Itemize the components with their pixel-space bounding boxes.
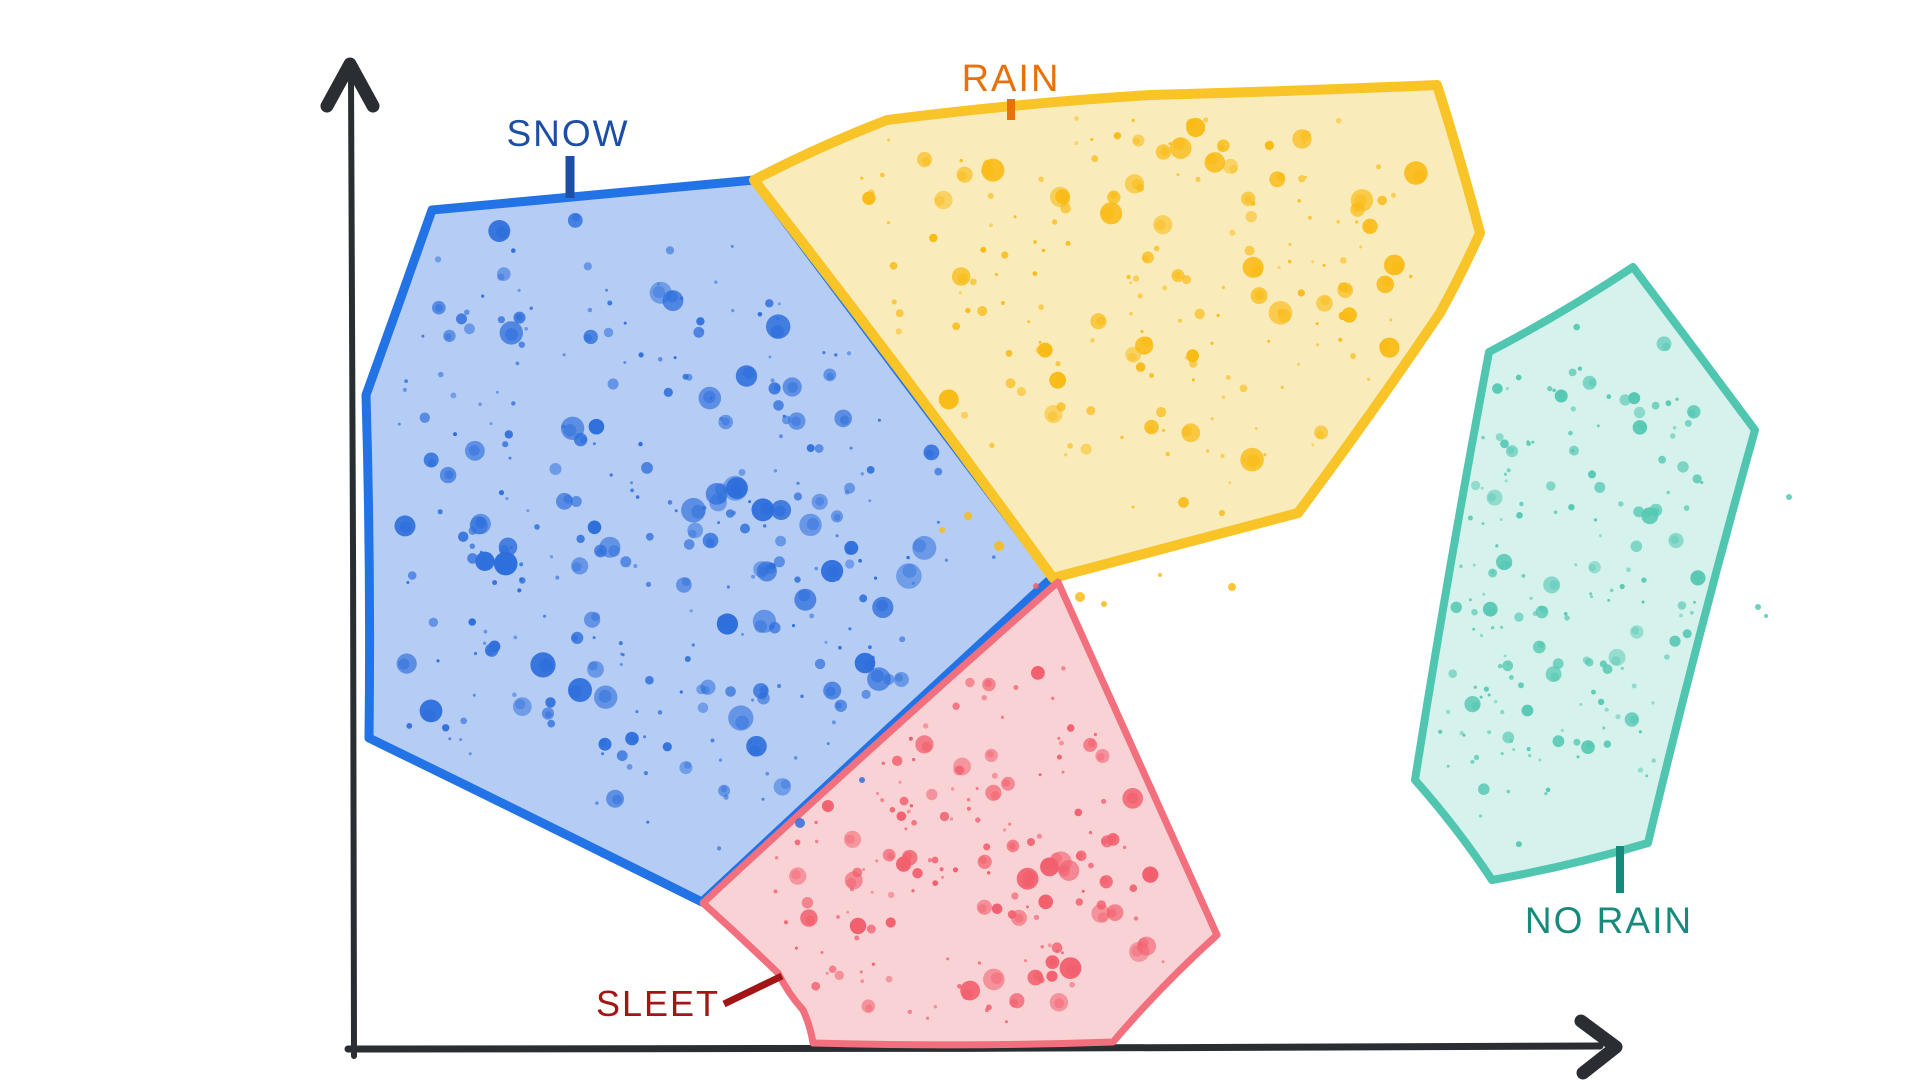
cluster-dots-no_rain [1438,323,1706,848]
cluster-outline-sleet [699,578,1221,1049]
cluster-region-sleet: SLEET [596,578,1221,1049]
cluster-label-tick-sleet [722,972,784,1008]
cluster-dots-rain [860,116,1428,517]
cluster-dots-sleet [773,666,1165,1024]
cluster-region-rain: RAIN [749,58,1485,583]
x-axis [344,1042,1604,1053]
cluster-region-no_rain: NO RAIN [1411,263,1759,941]
cluster-label-rain: RAIN [962,58,1061,100]
axes [320,57,1623,1080]
x-axis-arrowhead-icon [1574,1014,1623,1080]
cluster-outline-rain [749,80,1485,583]
cluster-outline-no_rain [1411,263,1759,884]
cluster-region-snow: SNOW [361,113,1058,907]
y-axis [348,73,357,1059]
cluster-dots-snow [394,213,996,851]
cluster-label-no_rain: NO RAIN [1525,900,1693,941]
cluster-label-snow: SNOW [506,113,629,154]
stray-dots [795,494,1792,828]
cluster-label-sleet: SLEET [596,983,720,1024]
y-axis-arrowhead-icon [320,57,380,113]
